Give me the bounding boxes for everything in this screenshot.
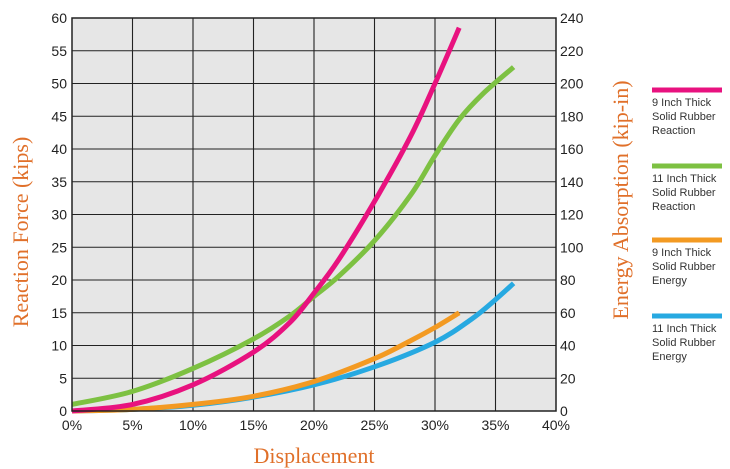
legend-label: Solid Rubber: [652, 187, 716, 199]
y-tick-label-right: 20: [560, 370, 576, 386]
legend-label: 11 Inch Thick: [652, 323, 717, 335]
x-tick-label: 0%: [62, 417, 82, 433]
legend-label: Solid Rubber: [652, 111, 716, 123]
right-axis-ticks: 0 20 40 60 80 100 120 140 160 180 200 220 240: [560, 10, 584, 419]
y-tick-label-right: 200: [560, 76, 584, 92]
y-tick-label-right: 100: [560, 239, 584, 255]
y-axis-title-left: Reaction Force (kips): [8, 137, 33, 328]
y-tick-label-left: 25: [51, 239, 67, 255]
y-tick-label-right: 220: [560, 43, 584, 59]
y-tick-label-right: 120: [560, 207, 584, 223]
legend: 9 Inch Thick Solid Rubber Reaction 11 Inch …: [652, 87, 722, 363]
series-lines: [71, 26, 516, 414]
y-tick-label-right: 140: [560, 174, 584, 190]
grid: [72, 18, 556, 411]
y-tick-label-right: 180: [560, 108, 584, 124]
y-tick-label-left: 0: [59, 403, 67, 419]
plot-border: [71, 17, 557, 412]
x-axis-title: Displacement: [254, 443, 375, 468]
y-axis-title-right: Energy Absorption (kip-in): [608, 80, 633, 319]
legend-label: Solid Rubber: [652, 337, 716, 349]
legend-label: Energy: [652, 351, 687, 363]
y-tick-label-right: 40: [560, 338, 576, 354]
y-tick-label-left: 35: [51, 174, 67, 190]
y-tick-label-right: 80: [560, 272, 576, 288]
series-line: [71, 65, 516, 407]
x-tick-label: 40%: [542, 417, 570, 433]
x-tick-label: 35%: [481, 417, 509, 433]
y-tick-label-left: 15: [51, 305, 67, 321]
y-tick-label-left: 45: [51, 108, 67, 124]
legend-label: 11 Inch Thick: [652, 173, 717, 185]
legend-label: Energy: [652, 275, 687, 287]
y-tick-label-left: 10: [51, 338, 67, 354]
x-tick-label: 30%: [421, 417, 449, 433]
y-tick-label-right: 160: [560, 141, 584, 157]
y-tick-label-right: 0: [560, 403, 568, 419]
y-tick-label-left: 40: [51, 141, 67, 157]
x-tick-label: 10%: [179, 417, 207, 433]
legend-label: 9 Inch Thick: [652, 97, 712, 109]
x-tick-label: 5%: [122, 417, 142, 433]
y-tick-label-left: 5: [59, 370, 67, 386]
x-tick-label: 15%: [239, 417, 267, 433]
y-tick-label-left: 60: [51, 10, 67, 26]
y-tick-label-right: 60: [560, 305, 576, 321]
legend-label: Solid Rubber: [652, 261, 716, 273]
x-tick-label: 25%: [360, 417, 388, 433]
x-axis-ticks: 0% 5% 10% 15% 20% 25% 30% 35% 40%: [62, 417, 570, 433]
legend-label: Reaction: [652, 201, 695, 213]
left-axis-ticks: 0 5 10 15 20 25 30 35 40 45 50 55 60: [51, 10, 67, 419]
series-line: [71, 310, 461, 414]
y-tick-label-left: 55: [51, 43, 67, 59]
y-tick-label-right: 240: [560, 10, 584, 26]
x-tick-label: 20%: [300, 417, 328, 433]
series-line: [71, 26, 462, 414]
legend-label: Reaction: [652, 125, 695, 137]
legend-label: 9 Inch Thick: [652, 247, 712, 259]
y-tick-label-left: 50: [51, 76, 67, 92]
y-tick-label-left: 30: [51, 207, 67, 223]
y-tick-label-left: 20: [51, 272, 67, 288]
